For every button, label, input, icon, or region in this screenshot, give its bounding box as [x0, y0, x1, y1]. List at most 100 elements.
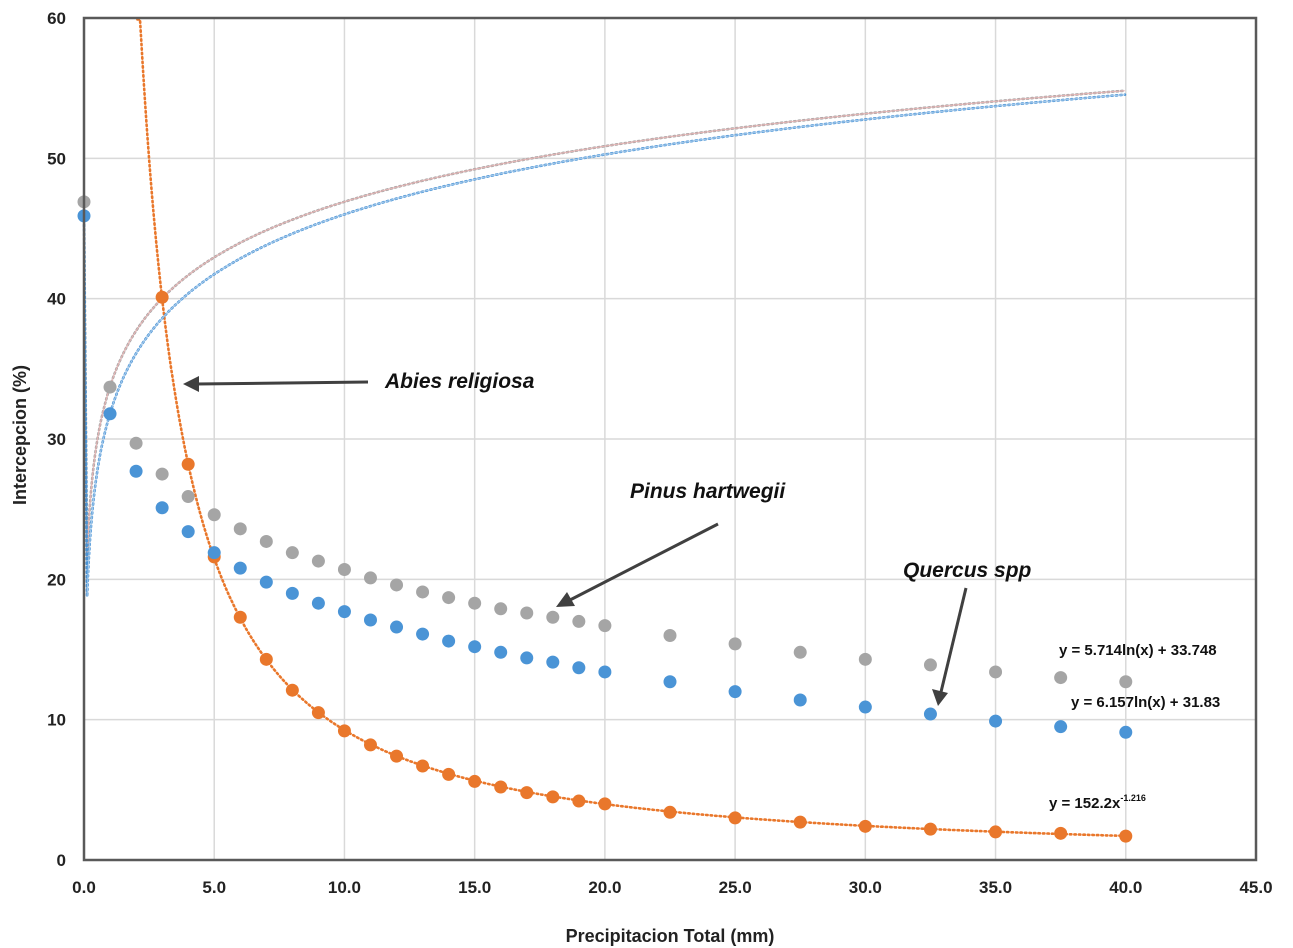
- annotation-abies: Abies religiosa: [183, 370, 535, 393]
- point-pinus: [923, 658, 937, 672]
- x-tick-label: 30.0: [849, 878, 882, 897]
- point-pinus: [442, 591, 456, 605]
- x-tick-label: 40.0: [1109, 878, 1142, 897]
- point-abies: [155, 290, 169, 304]
- point-abies: [416, 759, 430, 773]
- y-tick-label: 0: [57, 851, 66, 870]
- plot-area-border: [82, 16, 1258, 862]
- point-abies: [858, 819, 872, 833]
- equation-abies: y = 152.2x-1.216: [1049, 793, 1146, 812]
- point-pinus: [1054, 671, 1068, 685]
- annotation-pinus: Pinus hartwegii: [556, 480, 786, 607]
- x-tick-label: 0.0: [72, 878, 96, 897]
- y-tick-label: 40: [47, 290, 66, 309]
- point-abies: [793, 815, 807, 829]
- point-pinus: [103, 380, 117, 394]
- point-pinus: [1119, 675, 1133, 689]
- point-quercus: [181, 525, 195, 539]
- x-axis-title: Precipitacion Total (mm): [566, 926, 775, 946]
- trendlines: [82, 18, 1128, 838]
- point-quercus: [285, 586, 299, 600]
- x-tick-labels: 0.0 5.0 10.0 15.0 20.0 25.0 30.0 35.0 40.0 45.0: [72, 878, 1272, 897]
- annotation-abies-label: Abies religiosa: [384, 370, 535, 393]
- annotation-quercus-arrowhead: [932, 689, 948, 706]
- point-pinus: [363, 571, 377, 585]
- point-abies: [989, 825, 1003, 839]
- point-pinus: [572, 614, 586, 628]
- point-quercus: [363, 613, 377, 627]
- point-pinus: [416, 585, 430, 599]
- trendline-abies: [136, 18, 1128, 838]
- point-quercus: [337, 605, 351, 619]
- point-pinus: [520, 606, 534, 620]
- point-quercus: [858, 700, 872, 714]
- point-pinus: [793, 645, 807, 659]
- point-quercus: [572, 661, 586, 675]
- equation-abies-base: y = 152.2x: [1049, 795, 1121, 812]
- equation-pinus: y = 5.714ln(x) + 33.748: [1059, 642, 1217, 659]
- point-abies: [311, 706, 325, 720]
- equation-abies-exponent: -1.216: [1120, 793, 1146, 803]
- point-abies: [546, 790, 560, 804]
- point-abies: [285, 683, 299, 697]
- point-pinus: [337, 563, 351, 577]
- x-tick-label: 45.0: [1239, 878, 1272, 897]
- y-tick-label: 60: [47, 9, 66, 28]
- point-quercus: [1054, 720, 1068, 734]
- point-pinus: [155, 467, 169, 481]
- point-pinus: [728, 637, 742, 651]
- annotation-quercus: Quercus spp: [903, 559, 1032, 706]
- point-quercus: [494, 645, 508, 659]
- point-quercus: [390, 620, 404, 634]
- point-quercus: [1119, 725, 1133, 739]
- y-tick-label: 10: [47, 711, 66, 730]
- equation-quercus: y = 6.157ln(x) + 31.83: [1071, 694, 1220, 711]
- point-abies: [468, 774, 482, 788]
- point-abies: [520, 786, 534, 800]
- point-quercus: [311, 596, 325, 610]
- point-abies: [233, 610, 247, 624]
- point-quercus: [663, 675, 677, 689]
- point-pinus: [311, 554, 325, 568]
- point-quercus: [468, 640, 482, 654]
- point-abies: [728, 811, 742, 825]
- annotation-abies-arrowhead: [183, 376, 199, 392]
- x-tick-label: 25.0: [719, 878, 752, 897]
- point-quercus: [103, 407, 117, 421]
- annotation-quercus-label: Quercus spp: [903, 559, 1032, 582]
- point-pinus: [390, 578, 404, 592]
- x-tick-label: 10.0: [328, 878, 361, 897]
- point-quercus: [442, 634, 456, 648]
- point-quercus: [129, 464, 143, 478]
- y-tick-label: 20: [47, 570, 66, 589]
- point-abies: [923, 822, 937, 836]
- point-abies: [259, 652, 273, 666]
- point-abies: [442, 767, 456, 781]
- point-quercus: [728, 685, 742, 699]
- annotation-abies-arrow: [195, 380, 369, 386]
- point-quercus: [793, 693, 807, 707]
- point-abies: [363, 738, 377, 752]
- point-pinus: [259, 534, 273, 548]
- point-pinus: [207, 508, 221, 522]
- y-axis-title: Intercepcion (%): [10, 365, 30, 505]
- annotation-pinus-arrowhead: [556, 592, 575, 607]
- y-tick-labels: 0 10 20 30 40 50 60: [47, 9, 66, 870]
- point-quercus: [233, 561, 247, 575]
- point-pinus: [129, 436, 143, 450]
- trendline-solid-pinus: [86, 90, 1126, 557]
- point-abies: [1119, 829, 1133, 843]
- trendline-solid-quercus: [86, 94, 1126, 597]
- annotation-quercus-arrow: [939, 587, 968, 693]
- point-pinus: [181, 490, 195, 504]
- point-pinus: [546, 610, 560, 624]
- point-quercus: [989, 714, 1003, 728]
- point-pinus: [468, 596, 482, 610]
- point-quercus: [923, 707, 937, 721]
- y-tick-label: 50: [47, 149, 66, 168]
- point-abies: [663, 805, 677, 819]
- data-points: [77, 195, 1133, 843]
- y-tick-label: 30: [47, 430, 66, 449]
- annotation-pinus-arrow: [569, 522, 719, 602]
